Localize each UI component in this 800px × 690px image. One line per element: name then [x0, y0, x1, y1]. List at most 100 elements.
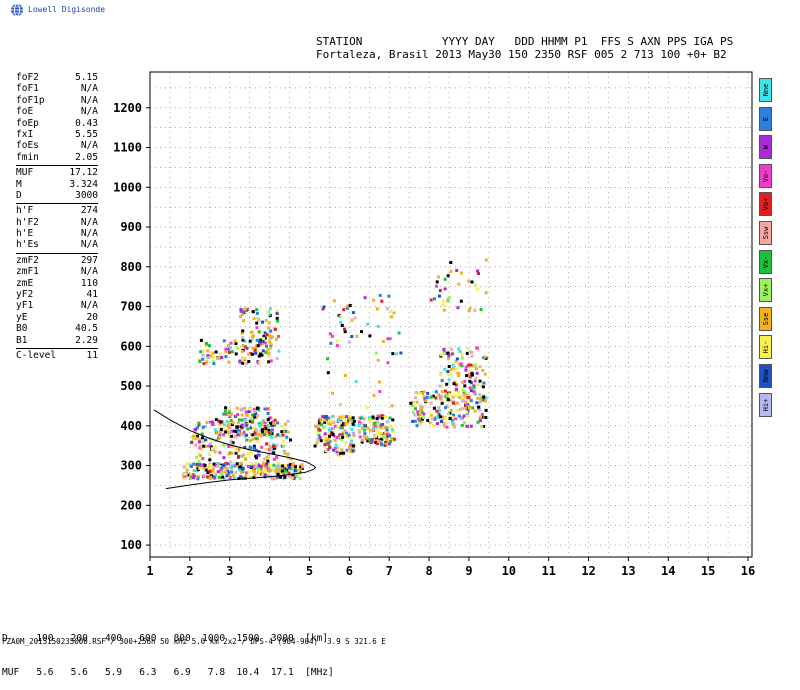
echo-point: [346, 304, 350, 308]
echo-point: [249, 417, 253, 421]
echo-point: [319, 419, 323, 423]
param-value: 110: [80, 277, 98, 289]
echo-point: [355, 334, 359, 338]
echo-point: [275, 455, 279, 459]
echo-point: [264, 430, 268, 434]
echo-point: [245, 346, 249, 350]
echo-point: [478, 400, 482, 404]
echo-point: [351, 449, 355, 453]
echo-point: [342, 415, 346, 419]
echo-point: [330, 418, 334, 422]
echo-point: [257, 464, 261, 468]
echo-point: [480, 412, 484, 416]
echo-point: [261, 349, 265, 353]
echo-point: [274, 435, 278, 439]
echo-point: [467, 393, 471, 396]
echo-point: [429, 298, 433, 302]
echo-point: [447, 296, 451, 299]
echo-point: [279, 475, 282, 479]
echo-point: [284, 430, 288, 433]
echo-point: [457, 393, 461, 397]
echo-point: [228, 421, 231, 425]
echo-point: [218, 352, 222, 356]
echo-point: [366, 426, 370, 430]
param-value: 274: [80, 205, 98, 217]
echo-point: [195, 455, 199, 459]
echo-point: [351, 444, 355, 448]
echo-point: [467, 279, 471, 283]
echo-point: [211, 468, 215, 472]
echo-point: [249, 351, 253, 355]
param-label: zmF1: [16, 266, 39, 278]
echo-point: [332, 434, 336, 438]
echo-point: [422, 416, 426, 419]
echo-point: [380, 432, 384, 436]
echo-point: [340, 423, 344, 427]
param-row: zmF1 N/A: [16, 266, 98, 277]
echo-point: [266, 348, 270, 352]
echo-point: [395, 352, 398, 356]
echo-point: [471, 373, 474, 377]
param-row: foF2 5.15: [16, 72, 98, 83]
echo-point: [213, 475, 217, 479]
echo-point: [457, 372, 461, 376]
echo-point: [255, 456, 258, 460]
echo-point: [399, 351, 403, 355]
echo-point: [447, 365, 451, 368]
param-label: foF1: [16, 83, 39, 95]
echo-point: [478, 379, 482, 383]
echo-point: [428, 421, 432, 425]
echo-point: [431, 394, 435, 398]
echo-point: [208, 458, 212, 462]
plot-grid: [150, 72, 752, 557]
echo-point: [322, 425, 326, 429]
echo-point: [204, 343, 208, 347]
echo-point: [344, 373, 347, 377]
echo-point: [442, 308, 446, 312]
echo-point: [418, 412, 422, 416]
echo-point: [244, 419, 248, 423]
echo-point: [275, 312, 279, 316]
echo-point: [244, 356, 248, 360]
echo-point: [283, 451, 287, 455]
logo-text: Lowell Digisonde: [28, 5, 106, 14]
echo-point: [446, 391, 450, 395]
echo-point: [192, 474, 196, 478]
echo-point: [380, 443, 384, 447]
echo-point: [183, 472, 186, 476]
echo-point: [376, 324, 380, 328]
echo-point: [439, 373, 443, 377]
parameters-panel: foF2 5.15 foF1 N/A foF1p N/A foE N/A foEp 0.43 fxI…: [16, 72, 98, 361]
echo-point: [372, 426, 376, 430]
echo-point: [414, 407, 417, 411]
echo-point: [240, 313, 244, 316]
echo-point: [473, 409, 477, 413]
echo-point: [347, 421, 351, 425]
echo-point: [185, 462, 189, 466]
legend-label: W: [761, 145, 770, 150]
echo-point: [296, 474, 299, 478]
echo-point: [450, 418, 454, 422]
echo-point: [454, 394, 457, 398]
echo-point: [457, 282, 461, 286]
echo-point: [449, 368, 453, 372]
echo-point: [197, 421, 201, 425]
echo-point: [252, 317, 256, 321]
echo-point: [475, 346, 479, 350]
echo-point: [273, 418, 277, 422]
echo-point: [349, 420, 353, 424]
echo-point: [472, 390, 476, 394]
echo-point: [422, 390, 426, 394]
echo-point: [374, 441, 378, 444]
echo-point: [472, 386, 476, 390]
echo-point: [476, 383, 480, 387]
x-tick-label: 10: [502, 564, 516, 578]
echo-point: [443, 277, 447, 281]
echo-point: [436, 416, 440, 420]
echo-point: [256, 453, 260, 457]
echo-point: [252, 444, 256, 448]
echo-point: [440, 379, 444, 382]
echo-point: [256, 360, 260, 364]
polarization-legend: Nne E W Vo- Vo+ Ssw Vx- Vx+ Sse Hi- Nnw Hi+: [759, 78, 772, 421]
echo-point: [376, 414, 380, 418]
